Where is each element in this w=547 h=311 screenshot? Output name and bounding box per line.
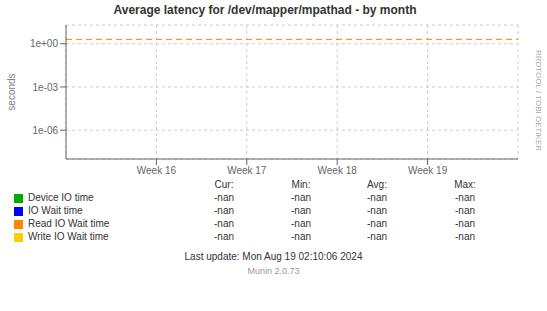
html-text:-nan: -nan (291, 218, 311, 229)
html-text:-nan: -nan (214, 205, 234, 216)
html-text:Min:: Min: (291, 179, 311, 190)
html-text:Avg:: Avg: (367, 179, 387, 190)
html-text:-nan: -nan (367, 192, 387, 203)
html-text:-nan: -nan (367, 231, 387, 242)
html-text:-nan: -nan (291, 205, 311, 216)
html-text:Device IO time: Device IO time (28, 192, 94, 203)
html-text:Last update: Mon Aug 19 02:10:: Last update: Mon Aug 19 02:10:06 2024 (184, 251, 363, 262)
html-text:Cur:: Cur: (214, 179, 234, 190)
html-text:-nan: -nan (455, 205, 475, 216)
html-text:-nan: -nan (455, 192, 475, 203)
html-text:RRDTOOL / TOBI OETIKER: RRDTOOL / TOBI OETIKER (534, 49, 544, 151)
svg-text:Week 18: Week 18 (318, 165, 358, 176)
svg-text:1e-03: 1e-03 (32, 82, 58, 93)
svg-text:seconds: seconds (8, 73, 17, 110)
html-text:-nan: -nan (455, 231, 475, 242)
html-text:-nan: -nan (291, 231, 311, 242)
svg-text:1e-06: 1e-06 (32, 125, 58, 136)
html-text:Read IO Wait time: Read IO Wait time (28, 218, 110, 229)
html-text:Munin 2.0.73: Munin 2.0.73 (247, 266, 300, 276)
svg-text:1e+00: 1e+00 (30, 38, 59, 49)
svg-text:Week 19: Week 19 (408, 165, 448, 176)
html-text:-nan: -nan (367, 218, 387, 229)
svg-text:Week 16: Week 16 (137, 165, 177, 176)
html-text:-nan: -nan (367, 205, 387, 216)
html-text:-nan: -nan (214, 218, 234, 229)
html-text:-nan: -nan (214, 231, 234, 242)
html-text:IO Wait time: IO Wait time (28, 205, 83, 216)
html-text:-nan: -nan (455, 218, 475, 229)
html-text:Average latency for /dev/mappe: Average latency for /dev/mapper/mpathad … (113, 3, 417, 17)
svg-text:Week 17: Week 17 (227, 165, 267, 176)
html-text:Write IO Wait time: Write IO Wait time (28, 231, 109, 242)
html-text:-nan: -nan (291, 192, 311, 203)
html-text:Max:: Max: (454, 179, 476, 190)
html-text:-nan: -nan (214, 192, 234, 203)
